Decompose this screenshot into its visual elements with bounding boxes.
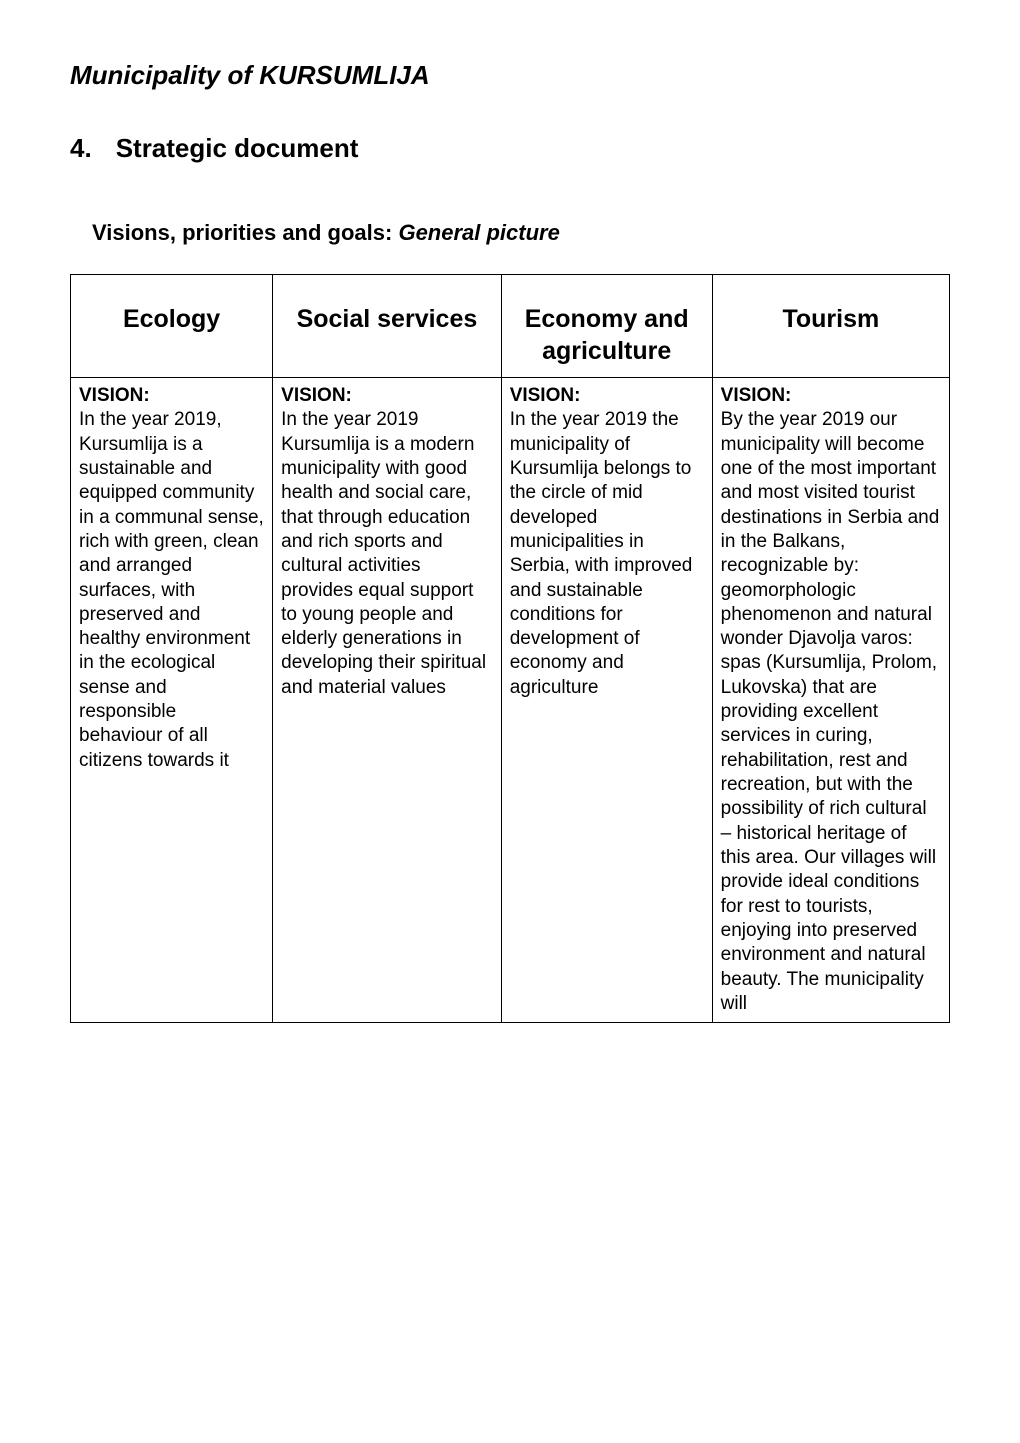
subheading-plain: Visions, priorities and goals: bbox=[92, 220, 398, 245]
vision-label: VISION: bbox=[510, 385, 581, 406]
col-header-ecology: Ecology bbox=[71, 275, 273, 378]
col-header-social: Social services bbox=[273, 275, 502, 378]
section-number: 4. bbox=[70, 133, 92, 164]
document-title: Municipality of KURSUMLIJA bbox=[70, 60, 950, 91]
table-row: VISION: In the year 2019, Kursumlija is … bbox=[71, 378, 950, 1023]
vision-label: VISION: bbox=[721, 385, 792, 406]
cell-tourism: VISION: By the year 2019 our municipalit… bbox=[712, 378, 949, 1023]
cell-economy: VISION: In the year 2019 the municipalit… bbox=[501, 378, 712, 1023]
subheading-italic: General picture bbox=[398, 220, 559, 245]
section-heading: 4. Strategic document bbox=[70, 133, 950, 164]
col-header-tourism: Tourism bbox=[712, 275, 949, 378]
col-header-economy: Economy and agriculture bbox=[501, 275, 712, 378]
cell-ecology: VISION: In the year 2019, Kursumlija is … bbox=[71, 378, 273, 1023]
cell-economy-text: In the year 2019 the municipality of Kur… bbox=[510, 409, 693, 697]
subheading: Visions, priorities and goals: General p… bbox=[92, 220, 950, 246]
cell-social: VISION: In the year 2019 Kursumlija is a… bbox=[273, 378, 502, 1023]
cell-social-text: In the year 2019 Kursumlija is a modern … bbox=[281, 409, 486, 697]
vision-label: VISION: bbox=[79, 385, 150, 406]
vision-table: Ecology Social services Economy and agri… bbox=[70, 274, 950, 1023]
cell-ecology-text: In the year 2019, Kursumlija is a sustai… bbox=[79, 409, 264, 770]
table-header-row: Ecology Social services Economy and agri… bbox=[71, 275, 950, 378]
cell-tourism-text: By the year 2019 our municipality will b… bbox=[721, 409, 940, 1014]
section-title: Strategic document bbox=[116, 133, 359, 163]
vision-label: VISION: bbox=[281, 385, 352, 406]
